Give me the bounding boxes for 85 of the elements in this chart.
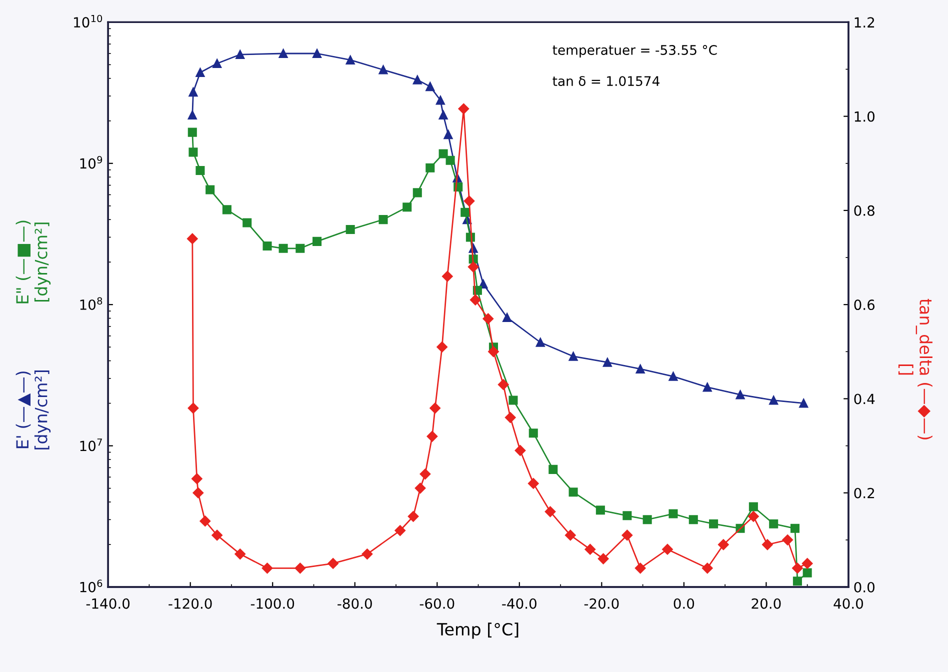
point: [688, 515, 698, 524]
point: [502, 312, 512, 322]
point: [446, 156, 455, 165]
x-tick-label: -20.0: [584, 598, 619, 609]
y2-tick-label: 0.2: [854, 488, 874, 498]
point: [568, 352, 578, 361]
point: [346, 225, 355, 234]
y-tick-label: 10$^{8}$: [80, 297, 102, 310]
point: [212, 58, 222, 68]
point: [596, 506, 605, 515]
point: [346, 55, 355, 64]
point: [460, 208, 470, 217]
text: tan_delta (—◆—) []: [898, 298, 932, 440]
point: [668, 372, 678, 381]
x-axis-title: Temp [°C]: [436, 622, 518, 639]
point: [709, 519, 718, 528]
point: [188, 110, 197, 120]
point: [536, 338, 545, 347]
x-tick-label: 20.0: [752, 598, 781, 609]
text: E" (—■—) [dyn/cm²]: [16, 220, 51, 304]
point: [426, 163, 435, 172]
point: [196, 68, 205, 78]
y-tick-label: 10$^{7}$: [80, 438, 102, 452]
y2-tick-label: 0.0: [854, 582, 874, 592]
point: [508, 396, 518, 405]
x-tick-label: 0.0: [674, 598, 694, 609]
point: [702, 382, 712, 392]
point: [242, 218, 252, 228]
point: [444, 130, 453, 140]
point: [378, 65, 388, 74]
point: [402, 202, 412, 212]
y2-tick-label: 1.2: [854, 17, 874, 28]
point: [636, 364, 645, 374]
annotation: tan δ = 1.01574: [552, 76, 660, 86]
y-tick-label: 10$^{6}$: [80, 580, 102, 592]
x-tick-label: -120.0: [168, 598, 212, 609]
point: [622, 511, 632, 520]
point: [642, 515, 652, 524]
point: [799, 398, 808, 408]
point: [802, 568, 812, 578]
x-tick-label: -60.0: [420, 598, 454, 609]
point: [602, 358, 612, 367]
point: [196, 166, 205, 176]
point: [438, 110, 448, 120]
point: [769, 519, 778, 528]
point: [278, 48, 288, 58]
point: [426, 82, 435, 92]
point: [236, 50, 245, 60]
x-tick-label: 40.0: [834, 598, 863, 609]
point: [278, 244, 288, 253]
point: [748, 502, 758, 512]
x-tick-label: -40.0: [502, 598, 536, 609]
y2-tick-label: 1.0: [854, 111, 874, 122]
point: [262, 241, 272, 250]
x-tick-label: -80.0: [338, 598, 372, 609]
point: [188, 148, 198, 157]
x-tick-label: -100.0: [250, 598, 294, 609]
point: [312, 236, 322, 246]
y2-tick-label: 0.8: [854, 205, 874, 216]
point: [568, 488, 578, 497]
y-tick-label: 10$^{9}$: [80, 156, 102, 169]
point: [436, 96, 445, 105]
point: [222, 205, 232, 214]
point: [412, 188, 422, 198]
point: [312, 48, 322, 58]
point: [378, 215, 388, 224]
point: [188, 88, 198, 97]
point: [438, 149, 448, 158]
point: [769, 396, 778, 405]
point: [296, 244, 305, 253]
point: [206, 185, 215, 194]
y2-tick-label: 0.6: [854, 300, 875, 310]
point: [668, 509, 678, 518]
y-tick-label: 10$^{10}$: [74, 14, 102, 28]
point: [548, 464, 558, 474]
x-tick-label: -140.0: [86, 598, 130, 609]
text: E' (—▲—) [dyn/cm²]: [16, 370, 51, 450]
point: [792, 576, 802, 586]
annotation: temperatuer = -53.55 °C: [552, 45, 717, 58]
point: [528, 428, 538, 438]
point: [412, 75, 422, 84]
point: [790, 524, 800, 533]
point: [736, 390, 745, 400]
y2-tick-label: 0.4: [854, 394, 875, 404]
point: [188, 128, 197, 137]
